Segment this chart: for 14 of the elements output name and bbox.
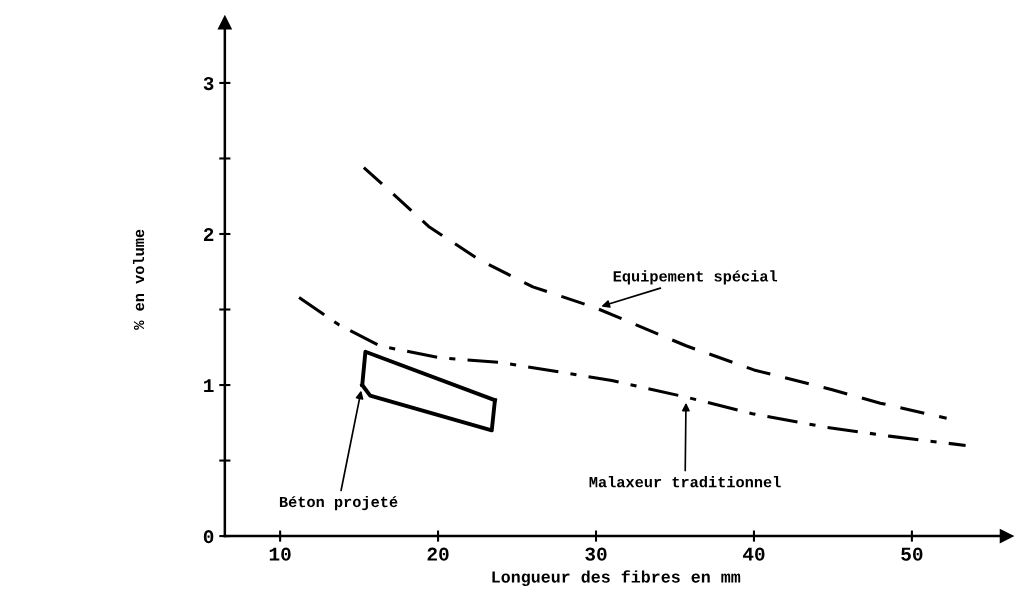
x-tick-label: 10 xyxy=(269,547,291,561)
x-tick-label: 40 xyxy=(742,547,765,561)
x-tick-label: 20 xyxy=(427,547,449,561)
series-label: Equipement spécial xyxy=(613,270,778,285)
x-axis-title: Longueur des fibres en mm xyxy=(492,570,741,587)
x-tick-label: 50 xyxy=(901,547,923,561)
x-tick-label: 30 xyxy=(585,547,607,561)
y-tick-label: 0 xyxy=(203,530,214,544)
text: Malaxeur traditionnel xyxy=(589,476,781,488)
y-tick-label: 2 xyxy=(203,228,214,242)
y-tick-label: 3 xyxy=(203,76,214,91)
y-tick-label: 1 xyxy=(204,379,214,393)
y-axis-title: % en volume xyxy=(132,229,145,330)
text: Béton projeté xyxy=(279,495,398,511)
